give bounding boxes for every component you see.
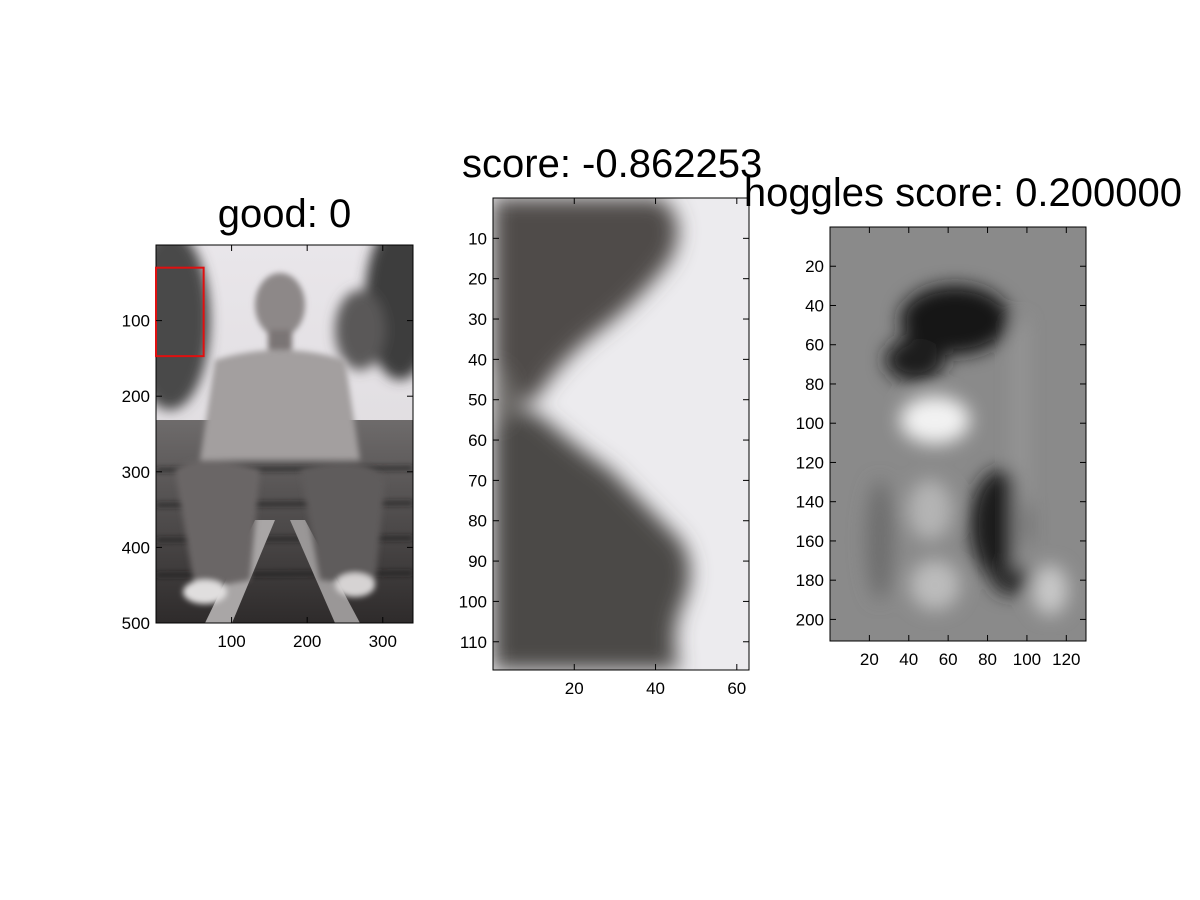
y-tick-label: 180 bbox=[796, 571, 824, 590]
highlight-box bbox=[155, 266, 205, 358]
axes-frame-3 bbox=[829, 226, 1087, 642]
x-tick-label: 60 bbox=[939, 650, 958, 669]
x-tick-label: 80 bbox=[978, 650, 997, 669]
y-tick-label: 10 bbox=[468, 229, 487, 248]
y-tick-label: 400 bbox=[122, 538, 150, 557]
y-tick-label: 200 bbox=[122, 387, 150, 406]
ticks-panel-1: 100 200 300 100 200 300 400 500 bbox=[122, 245, 413, 651]
panel-crop: score: -0.862253 20 40 60 10 20 30 40 50 60 70 80 9… bbox=[459, 142, 763, 698]
y-tick-label: 20 bbox=[468, 270, 487, 289]
panel-hoggles: hoggles score: 0.200000 20 40 60 80 100 12020… bbox=[744, 171, 1182, 669]
y-tick-label: 100 bbox=[122, 312, 150, 331]
axes-frame-2 bbox=[492, 197, 750, 671]
axes-frame-1 bbox=[155, 244, 414, 624]
x-tick-label: 40 bbox=[646, 679, 665, 698]
x-tick-label: 100 bbox=[1013, 650, 1041, 669]
x-tick-label: 20 bbox=[860, 650, 879, 669]
y-tick-label: 200 bbox=[796, 610, 824, 629]
y-tick-label: 40 bbox=[805, 296, 824, 315]
photo-image bbox=[156, 245, 413, 623]
y-tick-label: 80 bbox=[805, 375, 824, 394]
hoggles-image bbox=[830, 227, 1086, 641]
x-tick-label: 300 bbox=[369, 632, 397, 651]
x-tick-label: 100 bbox=[217, 632, 245, 651]
y-tick-label: 90 bbox=[468, 552, 487, 571]
y-tick-label: 20 bbox=[805, 257, 824, 276]
y-tick-label: 30 bbox=[468, 310, 487, 329]
y-tick-label: 80 bbox=[468, 512, 487, 531]
panel-title-3: hoggles score: 0.200000 bbox=[744, 171, 1182, 215]
y-tick-label: 100 bbox=[796, 414, 824, 433]
y-tick-label: 160 bbox=[796, 532, 824, 551]
y-tick-label: 300 bbox=[122, 463, 150, 482]
y-tick-label: 60 bbox=[468, 431, 487, 450]
y-tick-label: 60 bbox=[805, 336, 824, 355]
crop-image bbox=[493, 198, 749, 670]
y-tick-label: 50 bbox=[468, 391, 487, 410]
y-tick-label: 100 bbox=[459, 592, 487, 611]
y-tick-label: 120 bbox=[796, 453, 824, 472]
y-tick-label: 140 bbox=[796, 493, 824, 512]
ticks-panel-3: 20 40 60 80 100 120 20 40 60 80 100 120 140 160 180 200 bbox=[796, 227, 1086, 669]
y-tick-label: 500 bbox=[122, 614, 150, 633]
x-tick-label: 60 bbox=[727, 679, 746, 698]
x-tick-label: 20 bbox=[565, 679, 584, 698]
y-tick-label: 70 bbox=[468, 471, 487, 490]
y-tick-label: 110 bbox=[460, 633, 487, 652]
x-tick-label: 120 bbox=[1052, 650, 1080, 669]
x-tick-label: 200 bbox=[293, 632, 321, 651]
x-tick-label: 40 bbox=[899, 650, 918, 669]
y-tick-label: 40 bbox=[468, 350, 487, 369]
panel-title-2: score: -0.862253 bbox=[462, 142, 762, 186]
panel-title-1: good: 0 bbox=[218, 192, 351, 236]
panel-photo: good: 0 100 200 300 100 200 300 400 500 bbox=[122, 192, 414, 651]
ticks-panel-2: 20 40 60 10 20 30 40 50 60 70 80 90 100 110 bbox=[459, 198, 749, 698]
